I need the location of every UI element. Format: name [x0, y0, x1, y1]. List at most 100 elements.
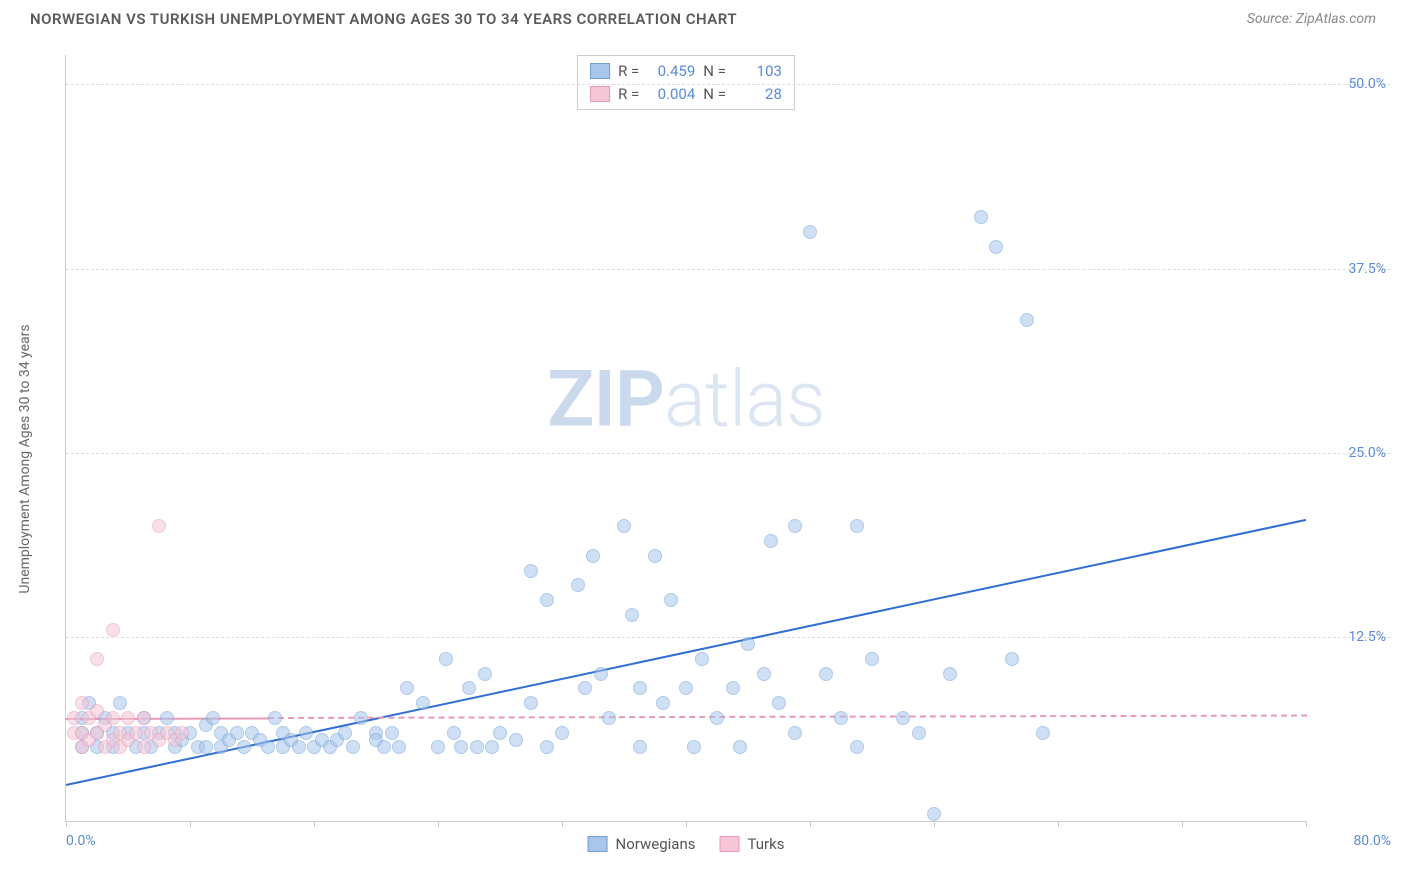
data-point-norwegians: [788, 519, 802, 533]
data-point-norwegians: [602, 711, 616, 725]
data-point-norwegians: [431, 740, 445, 754]
data-point-norwegians: [555, 726, 569, 740]
x-axis-max-label: 80.0%: [1353, 833, 1391, 849]
data-point-norwegians: [974, 210, 988, 224]
data-point-norwegians: [772, 696, 786, 710]
data-point-norwegians: [726, 681, 740, 695]
data-point-norwegians: [733, 740, 747, 754]
gridline: [66, 269, 1391, 270]
legend-label-norwegians: Norwegians: [616, 835, 696, 853]
y-tick-label: 25.0%: [1348, 445, 1386, 461]
data-point-norwegians: [834, 711, 848, 725]
y-tick-label: 37.5%: [1348, 261, 1386, 277]
r-value-turks: 0.004: [647, 83, 695, 106]
x-tick: [934, 821, 935, 827]
data-point-norwegians: [292, 740, 306, 754]
legend-label-turks: Turks: [748, 835, 785, 853]
data-point-norwegians: [237, 740, 251, 754]
source-link[interactable]: ZipAtlas.com: [1296, 11, 1376, 27]
n-label: N =: [703, 83, 726, 106]
data-point-norwegians: [160, 711, 174, 725]
x-tick: [190, 821, 191, 827]
data-point-norwegians: [199, 740, 213, 754]
legend-swatch-turks: [720, 836, 740, 852]
source-attribution: Source: ZipAtlas.com: [1247, 11, 1376, 27]
chart-title: NORWEGIAN VS TURKISH UNEMPLOYMENT AMONG …: [30, 10, 737, 28]
data-point-norwegians: [346, 740, 360, 754]
data-point-norwegians: [788, 726, 802, 740]
data-point-norwegians: [113, 696, 127, 710]
data-point-norwegians: [230, 726, 244, 740]
data-point-norwegians: [540, 740, 554, 754]
data-point-norwegians: [803, 225, 817, 239]
data-point-norwegians: [439, 652, 453, 666]
data-point-norwegians: [664, 593, 678, 607]
x-tick: [1306, 821, 1307, 827]
data-point-norwegians: [454, 740, 468, 754]
data-point-turks: [121, 711, 135, 725]
data-point-norwegians: [524, 696, 538, 710]
data-point-norwegians: [1020, 313, 1034, 327]
data-point-norwegians: [485, 740, 499, 754]
data-point-turks: [152, 519, 166, 533]
data-point-turks: [67, 711, 81, 725]
gridline: [66, 84, 1391, 85]
data-point-turks: [75, 696, 89, 710]
data-point-norwegians: [578, 681, 592, 695]
data-point-norwegians: [625, 608, 639, 622]
regression-line-turks: [267, 715, 1306, 719]
data-point-norwegians: [757, 667, 771, 681]
x-axis-min-label: 0.0%: [66, 833, 96, 849]
data-point-norwegians: [687, 740, 701, 754]
data-point-norwegians: [1005, 652, 1019, 666]
data-point-norwegians: [493, 726, 507, 740]
correlation-stats-box: R =0.459N =103R =0.004N =28: [577, 55, 795, 110]
data-point-norwegians: [896, 711, 910, 725]
data-point-turks: [129, 726, 143, 740]
data-point-norwegians: [268, 711, 282, 725]
data-point-turks: [106, 711, 120, 725]
gridline: [66, 637, 1391, 638]
data-point-norwegians: [447, 726, 461, 740]
data-point-norwegians: [586, 549, 600, 563]
data-point-norwegians: [261, 740, 275, 754]
data-point-norwegians: [912, 726, 926, 740]
data-point-turks: [137, 711, 151, 725]
data-point-norwegians: [354, 711, 368, 725]
data-point-norwegians: [865, 652, 879, 666]
data-point-norwegians: [509, 733, 523, 747]
stats-row-turks: R = 0.004 N = 28: [590, 83, 782, 106]
n-value-norwegians: 103: [734, 60, 782, 83]
data-point-norwegians: [741, 637, 755, 651]
n-label: N =: [703, 60, 726, 83]
n-value-turks: 28: [734, 83, 782, 106]
x-tick: [562, 821, 563, 827]
y-tick-label: 12.5%: [1348, 629, 1386, 645]
data-point-norwegians: [927, 807, 941, 821]
data-point-norwegians: [462, 681, 476, 695]
data-point-norwegians: [617, 519, 631, 533]
data-point-norwegians: [385, 726, 399, 740]
r-label: R =: [618, 83, 639, 106]
y-axis-label: Unemployment Among Ages 30 to 34 years: [17, 324, 33, 593]
legend-item-norwegians: Norwegians: [588, 835, 696, 853]
stats-swatch-turks: [590, 86, 610, 102]
x-tick: [438, 821, 439, 827]
data-point-norwegians: [633, 740, 647, 754]
series-legend: Norwegians Turks: [588, 835, 785, 853]
data-point-norwegians: [338, 726, 352, 740]
plot-area: ZIPatlas R =0.459N =103R =0.004N =28 0.0…: [65, 55, 1306, 822]
x-tick: [66, 821, 67, 827]
data-point-norwegians: [524, 564, 538, 578]
data-point-norwegians: [819, 667, 833, 681]
chart-container: Unemployment Among Ages 30 to 34 years Z…: [45, 55, 1391, 862]
data-point-norwegians: [943, 667, 957, 681]
data-point-norwegians: [400, 681, 414, 695]
data-point-norwegians: [989, 240, 1003, 254]
data-point-norwegians: [392, 740, 406, 754]
data-point-norwegians: [1036, 726, 1050, 740]
data-point-norwegians: [695, 652, 709, 666]
legend-item-turks: Turks: [720, 835, 785, 853]
x-tick: [1182, 821, 1183, 827]
watermark: ZIPatlas: [547, 354, 824, 445]
